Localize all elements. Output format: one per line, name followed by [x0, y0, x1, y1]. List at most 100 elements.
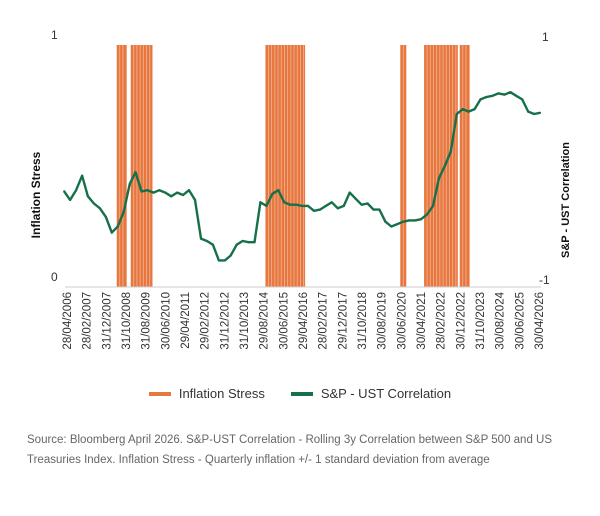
legend: Inflation Stress S&P - UST Correlation [0, 386, 600, 401]
correlation-point [69, 198, 72, 201]
correlation-point [390, 225, 393, 228]
correlation-point [491, 94, 494, 97]
correlation-point [443, 164, 446, 168]
x-tick-label: 30/06/2010 [160, 292, 172, 350]
correlation-point [461, 108, 464, 111]
correlation-point [271, 192, 274, 195]
x-tick-label: 31/10/2013 [239, 292, 251, 350]
correlation-point [205, 239, 208, 243]
x-tick-label: 31/10/2023 [475, 292, 487, 350]
correlation-point [312, 209, 316, 212]
correlation-point [259, 201, 262, 204]
correlation-point [104, 215, 107, 218]
correlation-point [533, 112, 536, 116]
correlation-point [414, 219, 417, 222]
x-tick-label: 30/06/2025 [514, 292, 526, 350]
correlation-point [247, 241, 250, 244]
x-tick-label: 28/04/2006 [62, 292, 74, 350]
correlation-point [98, 207, 101, 210]
correlation-point [336, 207, 339, 210]
correlation-point [515, 94, 518, 97]
correlation-point [164, 191, 167, 194]
correlation-point [449, 150, 452, 153]
correlation-point [538, 111, 542, 114]
correlation-point [378, 208, 381, 211]
x-tick-label: 30/08/2019 [377, 292, 389, 350]
left-axis-max: 1 [51, 28, 58, 42]
correlation-point [81, 174, 84, 177]
left-axis-min: 0 [51, 270, 58, 284]
correlation-point [265, 204, 268, 207]
inflation-stress-bar-3 [400, 45, 407, 287]
x-tick-label: 31/12/2007 [101, 292, 113, 350]
x-tick-label: 30/08/2024 [495, 291, 507, 349]
correlation-point [455, 112, 458, 116]
correlation-point [402, 220, 405, 223]
correlation-point [420, 218, 423, 221]
correlation-point [211, 243, 214, 246]
correlation-point [509, 91, 512, 94]
chart: 28/04/2006 28/02/2007 31/12/2007 31/10/2008… [62, 45, 546, 350]
source-note: Source: Bloomberg April 2026. S&P-UST Co… [27, 434, 553, 466]
correlation-point [241, 239, 244, 243]
legend-swatch-inflation [148, 391, 171, 396]
x-tick-label: 29/12/2017 [337, 292, 349, 350]
x-tick-labels: 28/04/2006 28/02/2007 31/12/2007 31/10/2008… [62, 291, 546, 349]
correlation-point [158, 189, 161, 192]
correlation-point [479, 98, 482, 101]
legend-swatch-correlation [290, 391, 313, 396]
correlation-point [497, 92, 500, 95]
inflation-stress-bar-1 [130, 45, 153, 287]
legend-label-inflation: Inflation Stress [178, 386, 265, 401]
x-tick-label: 28/02/2022 [436, 292, 448, 350]
x-tick-label: 28/02/2017 [318, 292, 330, 350]
correlation-point [431, 204, 435, 207]
x-tick-label: 30/12/2022 [455, 292, 467, 350]
correlation-point [92, 202, 95, 205]
correlation-point [467, 110, 470, 113]
correlation-point [485, 95, 488, 99]
x-tick-label: 29/04/2011 [180, 292, 192, 349]
left-axis-label: Inflation Stress [29, 151, 43, 239]
correlation-point [146, 189, 149, 192]
right-axis-max: 1 [542, 30, 549, 44]
correlation-point [217, 259, 220, 262]
correlation-point [318, 208, 322, 211]
x-tick-label: 31/08/2009 [141, 292, 153, 350]
x-tick-label: 30/06/2020 [396, 292, 408, 350]
correlation-point [437, 177, 441, 180]
correlation-point [170, 195, 173, 198]
correlation-point [301, 204, 304, 207]
inflation-stress-bar-5 [459, 45, 470, 287]
correlation-point [348, 191, 351, 194]
correlation-point [503, 93, 506, 96]
correlation-point [342, 204, 345, 207]
correlation-point [324, 204, 327, 207]
correlation-point [75, 189, 78, 192]
correlation-point [521, 98, 524, 101]
right-axis-min: -1 [539, 273, 550, 287]
correlation-point [182, 193, 185, 197]
correlation-point [473, 108, 476, 111]
correlation-point [384, 220, 387, 223]
correlation-point [193, 198, 197, 201]
correlation-point [408, 219, 411, 222]
correlation-point [330, 201, 333, 204]
legend-item-inflation: Inflation Stress [148, 386, 265, 401]
inflation-stress-bar-2 [265, 45, 306, 287]
correlation-point [235, 243, 238, 246]
x-tick-label: 30/04/2026 [534, 292, 546, 350]
correlation-point [187, 189, 191, 192]
correlation-point [229, 254, 232, 257]
correlation-point [396, 223, 399, 226]
x-tick-label: 31/10/2008 [121, 292, 133, 350]
correlation-point [128, 183, 131, 186]
correlation-point [306, 204, 310, 207]
correlation-point [425, 213, 429, 216]
correlation-point [366, 202, 369, 205]
x-tick-label: 30/06/2015 [278, 292, 290, 350]
correlation-point [199, 237, 203, 240]
x-tick-label: 31/10/2018 [357, 292, 369, 350]
correlation-point [122, 210, 125, 214]
correlation-point [110, 231, 113, 234]
